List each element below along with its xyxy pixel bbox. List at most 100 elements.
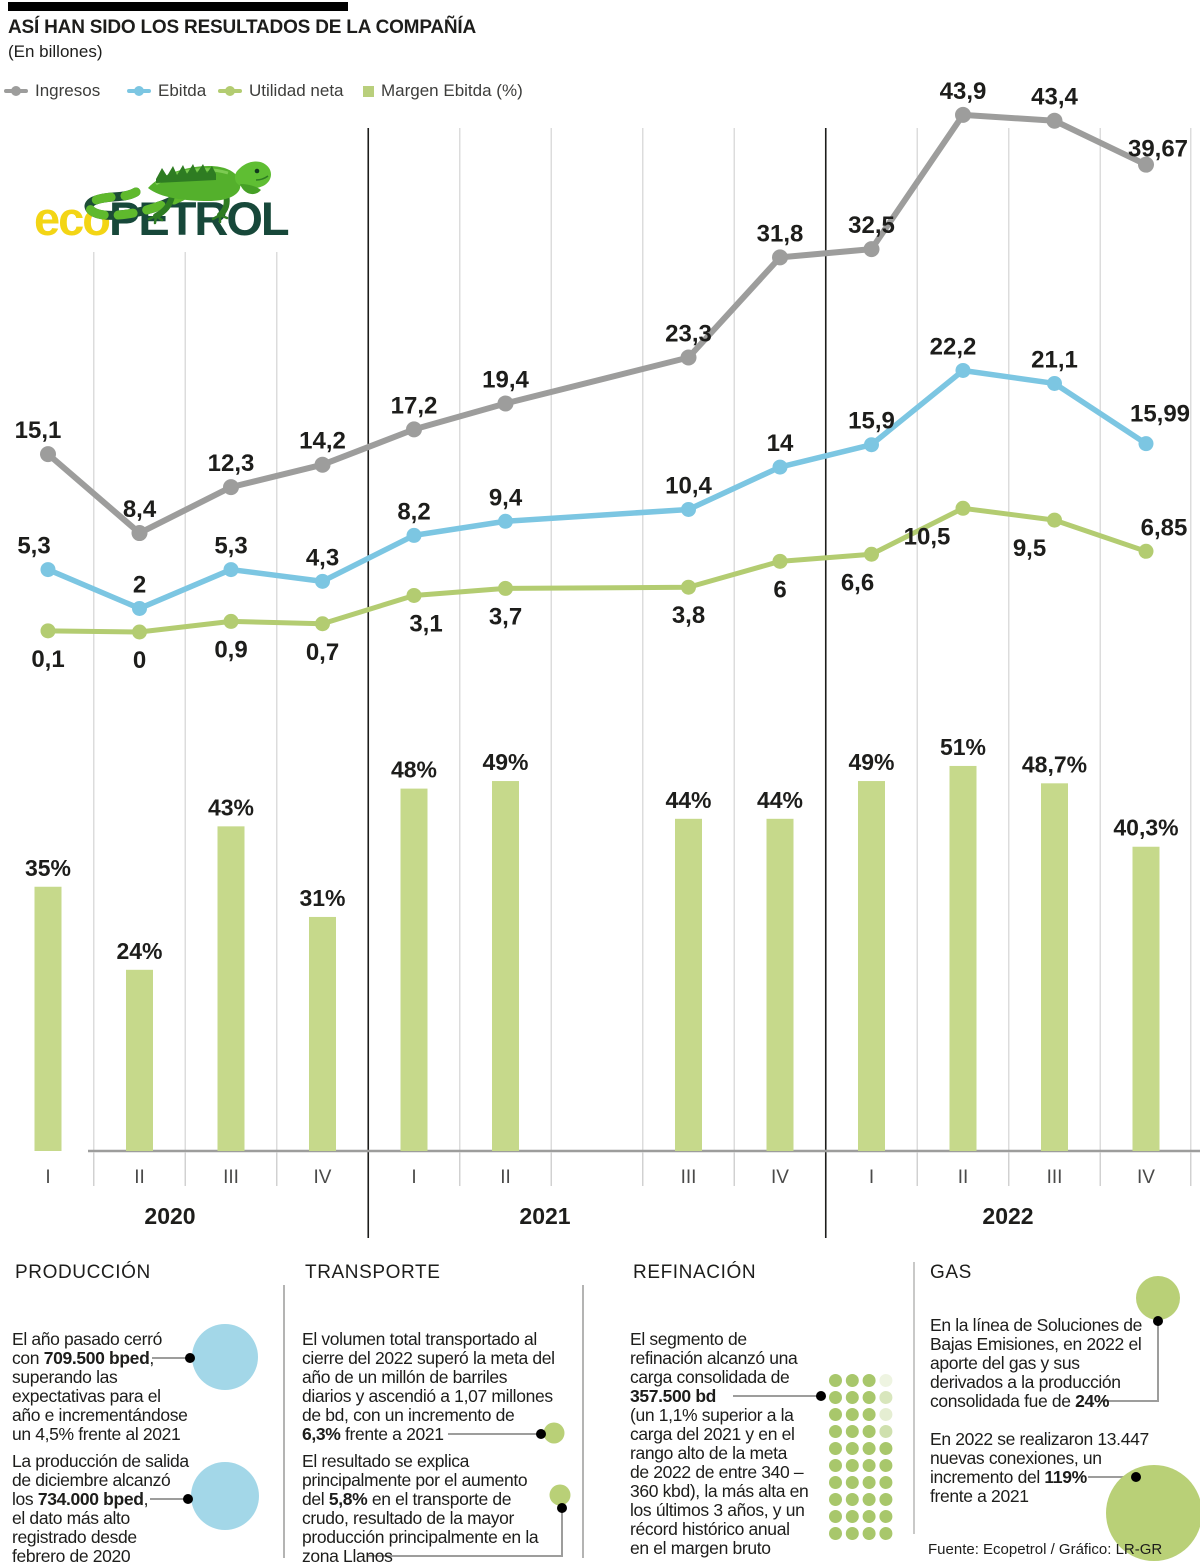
paragraph-line: carga del 2021 y en el: [630, 1424, 795, 1444]
bar-value-label: 44%: [665, 787, 711, 813]
data-point: [406, 527, 422, 543]
paragraph-line: superando las: [12, 1367, 118, 1387]
data-point-label: 12,3: [208, 450, 255, 477]
data-point-label: 43,9: [940, 78, 987, 105]
dot-matrix-dot: [829, 1425, 842, 1438]
dot-matrix-dot: [879, 1374, 893, 1387]
paragraph-line: con 709.500 bped,: [12, 1348, 154, 1368]
data-point: [498, 580, 513, 596]
dot-matrix-dot: [845, 1510, 859, 1523]
legend-marker-icon: [363, 85, 374, 97]
data-point-label: 0: [133, 647, 146, 674]
margen-ebitda-bar: [1132, 846, 1160, 1151]
paragraph-line: principalmente por el aumento: [302, 1470, 528, 1490]
legend-label: Utilidad neta: [249, 81, 344, 100]
data-point: [1047, 512, 1062, 528]
paragraph-line: producción principalmente en la: [302, 1527, 539, 1547]
margen-ebitda-bar: [126, 969, 153, 1151]
paragraph-line: El segmento de: [630, 1329, 747, 1349]
data-point: [314, 456, 331, 473]
legend-item-utilidad-neta: Utilidad neta: [218, 80, 344, 102]
legend-label: Ebitda: [158, 81, 207, 100]
top-accent-bar: [8, 2, 348, 11]
legend-item-margen-ebitda-: Margen Ebitda (%): [363, 80, 523, 102]
data-point-label: 9,4: [489, 484, 523, 511]
bar-value-label: 24%: [116, 938, 162, 964]
source-credit: Fuente: Ecopetrol / Gráfico: LR-GR: [928, 1541, 1163, 1558]
data-point: [40, 623, 56, 639]
connector-dot: [183, 1494, 193, 1504]
dot-matrix-dot: [829, 1391, 842, 1404]
data-point-label: 10,4: [665, 472, 712, 499]
data-point: [223, 562, 239, 578]
dot-matrix-dot: [879, 1425, 893, 1438]
data-point: [498, 513, 513, 529]
chart-legend: Ingresos Ebitda Utilidad neta Margen Ebitda…: [0, 80, 1200, 102]
bar-value-label: 40,3%: [1113, 815, 1178, 841]
dot-matrix-dot: [845, 1476, 859, 1489]
section-paragraph: El año pasado cerró con 709.500 bped, supe…: [12, 1330, 188, 1444]
data-point: [772, 459, 788, 475]
paragraph-line: año de un millón de barriles: [302, 1367, 508, 1387]
data-point: [131, 525, 148, 542]
data-point: [1138, 156, 1154, 173]
data-point: [681, 579, 696, 595]
legend-marker-icon: [4, 86, 28, 96]
paragraph-line: de diciembre alcanzó: [12, 1470, 171, 1490]
bar-value-label: 31%: [299, 885, 345, 911]
dot-matrix-dot: [862, 1391, 876, 1404]
paragraph-line: La producción de salida: [12, 1451, 189, 1471]
data-point: [1138, 543, 1154, 559]
paragraph-line: los últimos 3 años, y un: [630, 1500, 805, 1520]
data-point: [955, 500, 971, 516]
data-point-label: 5,3: [214, 533, 247, 560]
data-point: [1047, 375, 1062, 391]
margen-ebitda-bar: [1041, 783, 1068, 1151]
section-divider: [913, 1262, 915, 1534]
highlight-circle: [549, 1484, 571, 1506]
section-paragraph: El segmento de refinación alcanzó una carg…: [630, 1329, 809, 1558]
data-point-label: 4,3: [306, 544, 339, 571]
dot-matrix-dot: [829, 1476, 842, 1489]
data-point: [955, 106, 971, 123]
year-label: 2020: [144, 1203, 195, 1229]
iguana-icon: [84, 161, 271, 225]
dot-matrix-dot: [862, 1459, 876, 1472]
margen-ebitda-bar: [766, 818, 794, 1151]
paragraph-line: cierre del 2022 superó la meta del: [302, 1348, 555, 1368]
margen-ebitda-bar: [949, 765, 977, 1151]
bar-value-label: 49%: [848, 749, 894, 775]
dot-matrix-dot: [829, 1527, 842, 1540]
data-point-label: 21,1: [1031, 346, 1078, 373]
dot-matrix-dot: [879, 1391, 893, 1404]
paragraph-line: febrero de 2020: [12, 1546, 131, 1565]
connector-dot: [536, 1429, 546, 1439]
data-point: [132, 600, 147, 616]
quarter-tick-label: II: [500, 1167, 511, 1188]
year-label: 2022: [982, 1203, 1033, 1229]
connector-dot: [816, 1391, 826, 1401]
dot-matrix-dot: [862, 1408, 876, 1421]
data-point-label: 8,4: [123, 496, 157, 523]
quarter-tick-label: I: [869, 1167, 874, 1188]
data-point-label: 14,2: [299, 428, 346, 455]
section-paragraph: El volumen total transportado al cierre d…: [302, 1330, 555, 1444]
data-point: [223, 479, 239, 496]
margen-ebitda-bar: [858, 781, 885, 1151]
data-point-label: 14: [767, 430, 794, 457]
data-point-label: 39,67: [1128, 136, 1188, 163]
legend-marker-icon: [127, 86, 151, 96]
data-point: [955, 362, 971, 378]
paragraph-line: expectativas para el: [12, 1386, 161, 1406]
paragraph-line: 357.500 bd: [630, 1386, 716, 1406]
utilidad-neta-line: [47, 505, 1147, 635]
dot-matrix-dot: [879, 1527, 893, 1540]
data-point: [40, 562, 56, 578]
section-title-refinación: REFINACIÓN: [633, 1262, 757, 1283]
data-point: [315, 616, 330, 632]
dot-matrix-dot: [879, 1408, 893, 1421]
data-point-label: 10,5: [904, 523, 951, 550]
paragraph-line: Bajas Emisiones, en 2022 el: [930, 1334, 1142, 1354]
data-point: [315, 573, 330, 589]
